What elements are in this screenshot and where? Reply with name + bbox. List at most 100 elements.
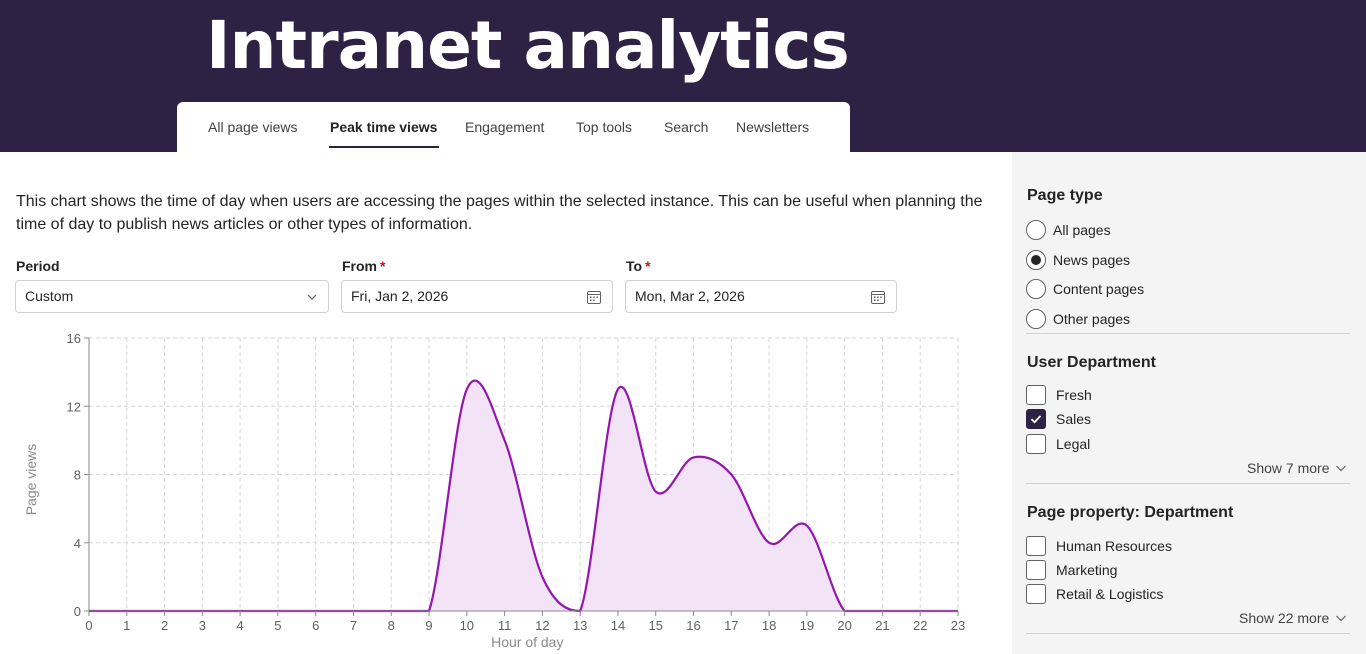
tab-newsletters[interactable]: Newsletters — [736, 119, 810, 135]
x-tick-label: 2 — [161, 618, 168, 633]
y-tick-label: 0 — [74, 604, 81, 619]
required-mark: * — [380, 258, 386, 274]
show-more-user-department[interactable]: Show 7 more — [1247, 460, 1347, 476]
x-tick-label: 3 — [199, 618, 206, 633]
x-tick-label: 13 — [573, 618, 587, 633]
x-tick-label: 16 — [686, 618, 700, 633]
app-title: Intranet analytics — [206, 7, 850, 84]
x-tick-label: 20 — [837, 618, 851, 633]
tab-engagement[interactable]: Engagement — [465, 119, 545, 135]
x-axis-title: Hour of day — [491, 634, 563, 650]
radio-button[interactable] — [1026, 279, 1046, 299]
x-tick-label: 8 — [388, 618, 395, 633]
checkmark-icon — [1030, 415, 1042, 424]
to-date-picker[interactable]: Mon, Mar 2, 2026 — [625, 280, 897, 313]
checkbox-label: Legal — [1056, 436, 1091, 452]
x-tick-label: 4 — [237, 618, 244, 633]
show-more-page-property[interactable]: Show 22 more — [1239, 610, 1347, 626]
checkbox-checked[interactable] — [1026, 409, 1046, 429]
x-tick-label: 6 — [312, 618, 319, 633]
tab-all-page-views[interactable]: All page views — [208, 119, 298, 135]
tab-bar: All page views Peak time views Engagemen… — [177, 102, 850, 154]
y-tick-label: 12 — [67, 399, 81, 414]
main-content: This chart shows the time of day when us… — [0, 152, 1012, 654]
checkbox[interactable] — [1026, 536, 1046, 556]
to-label: To * — [626, 258, 651, 274]
radio-button[interactable] — [1026, 309, 1046, 329]
y-tick-label: 16 — [67, 331, 81, 346]
chevron-down-icon — [1336, 465, 1347, 472]
radio-label: Content pages — [1053, 281, 1145, 297]
radio-other-pages[interactable]: Other pages — [1026, 308, 1130, 330]
page-property-title: Page property: Department — [1027, 504, 1234, 521]
x-tick-label: 0 — [85, 618, 92, 633]
checkbox-label: Marketing — [1056, 562, 1118, 578]
page-type-title: Page type — [1027, 187, 1103, 204]
chart-description: This chart shows the time of day when us… — [16, 193, 983, 233]
filter-sidebar: Page type All pages News pages Content p… — [1012, 152, 1366, 654]
radio-content-pages[interactable]: Content pages — [1026, 278, 1144, 300]
x-tick-label: 14 — [611, 618, 625, 633]
checkbox[interactable] — [1026, 584, 1046, 604]
radio-button[interactable] — [1026, 220, 1046, 240]
chevron-down-icon — [1336, 615, 1347, 622]
radio-label: All pages — [1053, 222, 1111, 238]
radio-label: News pages — [1053, 252, 1131, 268]
x-tick-label: 23 — [951, 618, 965, 633]
x-tick-label: 18 — [762, 618, 776, 633]
checkbox[interactable] — [1026, 385, 1046, 405]
checkbox-legal[interactable]: Legal — [1026, 433, 1090, 455]
period-label: Period — [16, 258, 60, 274]
calendar-icon[interactable] — [870, 281, 886, 312]
from-date-value: Fri, Jan 2, 2026 — [351, 288, 449, 304]
x-tick-label: 17 — [724, 618, 738, 633]
checkbox-marketing[interactable]: Marketing — [1026, 559, 1117, 581]
divider — [1026, 633, 1350, 634]
radio-button-selected[interactable] — [1026, 250, 1046, 270]
radio-news-pages[interactable]: News pages — [1026, 249, 1130, 271]
checkbox-label: Sales — [1056, 411, 1092, 427]
period-dropdown[interactable]: Custom — [15, 280, 329, 313]
radio-all-pages[interactable]: All pages — [1026, 219, 1111, 241]
x-tick-label: 10 — [460, 618, 474, 633]
divider — [1026, 483, 1350, 484]
checkbox-fresh[interactable]: Fresh — [1026, 384, 1092, 406]
x-tick-label: 7 — [350, 618, 357, 633]
to-date-value: Mon, Mar 2, 2026 — [635, 288, 745, 304]
x-tick-label: 19 — [800, 618, 814, 633]
from-date-picker[interactable]: Fri, Jan 2, 2026 — [341, 280, 613, 313]
calendar-icon[interactable] — [586, 281, 602, 312]
period-value: Custom — [25, 288, 74, 304]
checkbox-retail-logistics[interactable]: Retail & Logistics — [1026, 583, 1163, 605]
y-tick-label: 8 — [74, 468, 81, 483]
checkbox-sales[interactable]: Sales — [1026, 408, 1091, 430]
checkbox[interactable] — [1026, 434, 1046, 454]
radio-label: Other pages — [1053, 311, 1131, 327]
tab-peak-time-views[interactable]: Peak time views — [328, 102, 440, 150]
user-department-title: User Department — [1027, 354, 1156, 371]
peak-time-chart: 0 1 2 3 4 5 6 7 8 9 10 11 12 13 14 15 16 17 18 19 20 21 22 2304… — [23, 331, 965, 650]
x-tick-label: 11 — [498, 618, 512, 633]
x-tick-label: 12 — [535, 618, 549, 633]
checkbox-human-resources[interactable]: Human Resources — [1026, 535, 1172, 557]
tab-top-tools[interactable]: Top tools — [576, 119, 633, 135]
checkbox[interactable] — [1026, 560, 1046, 580]
chevron-down-icon — [306, 281, 318, 312]
y-tick-label: 4 — [74, 536, 81, 551]
required-mark: * — [645, 258, 651, 274]
x-tick-label: 9 — [425, 618, 432, 633]
checkbox-label: Retail & Logistics — [1056, 586, 1164, 602]
x-tick-label: 21 — [875, 618, 889, 633]
x-tick-label: 15 — [649, 618, 663, 633]
app-header: Intranet analytics All page views Peak t… — [0, 0, 1366, 154]
x-tick-label: 1 — [123, 618, 130, 633]
checkbox-label: Human Resources — [1056, 538, 1172, 554]
x-tick-label: 22 — [913, 618, 927, 633]
divider — [1026, 333, 1350, 334]
checkbox-label: Fresh — [1056, 387, 1092, 403]
x-tick-label: 5 — [274, 618, 281, 633]
from-label: From * — [342, 258, 386, 274]
series-area — [89, 380, 958, 611]
tab-search[interactable]: Search — [664, 119, 709, 135]
y-axis-title: Page views — [23, 444, 39, 516]
